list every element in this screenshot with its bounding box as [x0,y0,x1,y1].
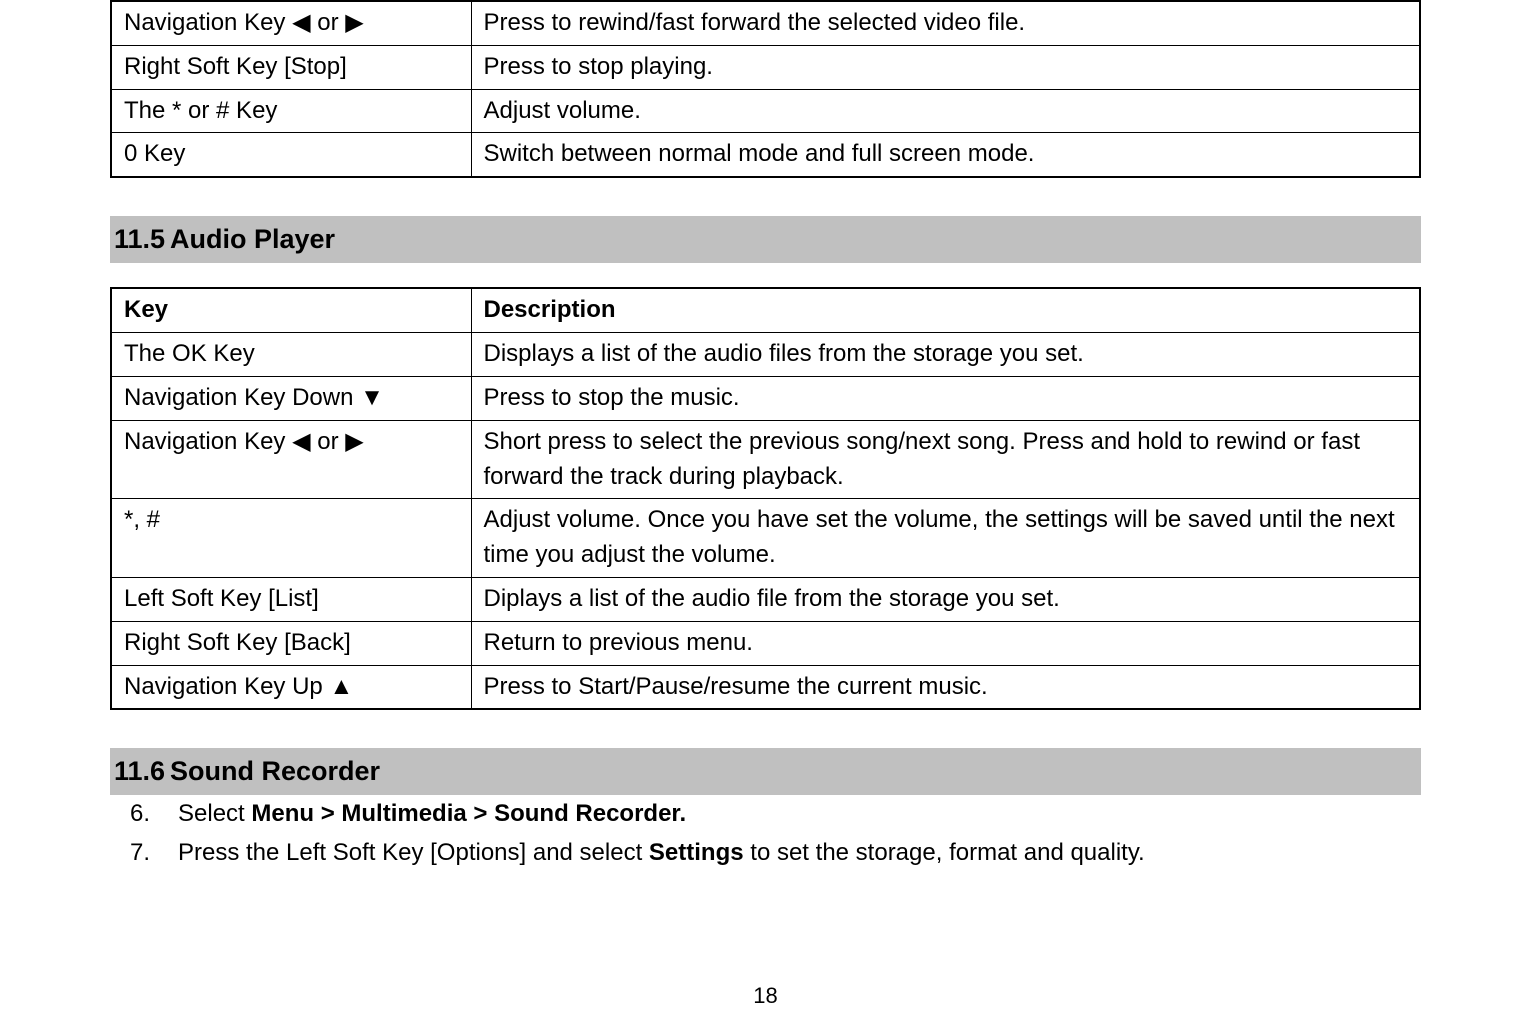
step-text-pre: Press the Left Soft Key [Options] and se… [178,839,649,866]
header-key: Key [111,288,471,332]
table-row: The OK Key Displays a list of the audio … [111,333,1420,377]
key-cell: The * or # Key [111,89,471,133]
table-row: The * or # Key Adjust volume. [111,89,1420,133]
step-text-bold: Settings [649,839,744,866]
key-cell: Navigation Key ◀ or ▶ [111,420,471,499]
section-title: Audio Player [170,224,335,254]
table-row: Navigation Key Down ▼ Press to stop the … [111,376,1420,420]
key-cell: Right Soft Key [Back] [111,621,471,665]
section-number: 11.6 [114,752,170,791]
audio-keys-table: Key Description The OK Key Displays a li… [110,287,1421,710]
section-number: 11.5 [114,220,170,259]
table-row: Navigation Key Up ▲ Press to Start/Pause… [111,665,1420,709]
table-row: Left Soft Key [List] Diplays a list of t… [111,577,1420,621]
step-number: 6. [130,797,170,832]
header-desc: Description [471,288,1420,332]
video-keys-table: Navigation Key ◀ or ▶ Press to rewind/fa… [110,0,1421,178]
page-number: 18 [0,980,1531,1012]
table-row: *, # Adjust volume. Once you have set th… [111,499,1420,578]
key-cell: Right Soft Key [Stop] [111,45,471,89]
step-text-pre: Select [178,800,251,827]
desc-cell: Press to stop playing. [471,45,1420,89]
section-heading-audio-player: 11.5Audio Player [110,216,1421,263]
step-number: 7. [130,836,170,871]
key-cell: Navigation Key Up ▲ [111,665,471,709]
desc-cell: Press to Start/Pause/resume the current … [471,665,1420,709]
desc-cell: Press to stop the music. [471,376,1420,420]
key-cell: Navigation Key ◀ or ▶ [111,1,471,45]
desc-cell: Adjust volume. Once you have set the vol… [471,499,1420,578]
desc-cell: Switch between normal mode and full scre… [471,133,1420,177]
desc-cell: Adjust volume. [471,89,1420,133]
table-header-row: Key Description [111,288,1420,332]
list-item: 6. Select Menu > Multimedia > Sound Reco… [178,797,1421,832]
key-cell: 0 Key [111,133,471,177]
table-row: 0 Key Switch between normal mode and ful… [111,133,1420,177]
section-heading-sound-recorder: 11.6Sound Recorder [110,748,1421,795]
table-row: Right Soft Key [Back] Return to previous… [111,621,1420,665]
desc-cell: Return to previous menu. [471,621,1420,665]
key-cell: Navigation Key Down ▼ [111,376,471,420]
section-title: Sound Recorder [170,756,380,786]
desc-cell: Diplays a list of the audio file from th… [471,577,1420,621]
desc-cell: Short press to select the previous song/… [471,420,1420,499]
key-cell: *, # [111,499,471,578]
key-cell: Left Soft Key [List] [111,577,471,621]
table-row: Right Soft Key [Stop] Press to stop play… [111,45,1420,89]
key-cell: The OK Key [111,333,471,377]
steps-list: 6. Select Menu > Multimedia > Sound Reco… [110,797,1421,871]
desc-cell: Press to rewind/fast forward the selecte… [471,1,1420,45]
table-row: Navigation Key ◀ or ▶ Short press to sel… [111,420,1420,499]
step-text-bold: Menu > Multimedia > Sound Recorder. [251,800,686,827]
list-item: 7. Press the Left Soft Key [Options] and… [178,836,1421,871]
desc-cell: Displays a list of the audio files from … [471,333,1420,377]
step-text-post: to set the storage, format and quality. [744,839,1145,866]
table-row: Navigation Key ◀ or ▶ Press to rewind/fa… [111,1,1420,45]
